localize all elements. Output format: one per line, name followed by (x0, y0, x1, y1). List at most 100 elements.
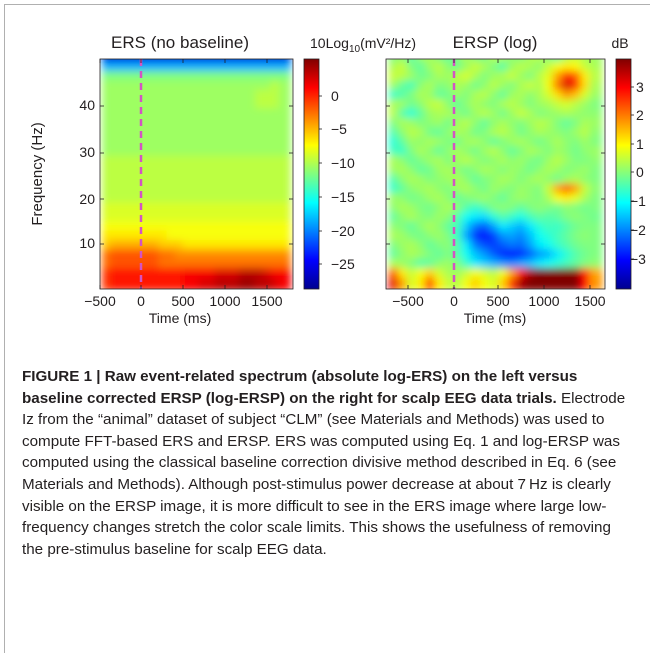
heatmap-cell (254, 258, 267, 273)
panel-a-ticks (99, 59, 293, 289)
panel-a-colorbar-tick: 0 (331, 88, 339, 104)
panel-a-xtick: 1500 (251, 293, 282, 309)
heatmap-cell (254, 127, 267, 141)
heatmap-cell (254, 80, 267, 94)
heatmap-cell (254, 165, 267, 179)
figure-caption: FIGURE 1 | Raw event-related spectrum (a… (22, 366, 634, 560)
heatmap-cell (246, 249, 259, 263)
panel-a-colorbar-tick: −25 (331, 256, 355, 272)
panel-b-xtick: 500 (486, 293, 510, 309)
panel-a-colorbar-tick: −5 (331, 121, 347, 137)
heatmap-cell (246, 155, 259, 169)
heatmap-cell (190, 277, 203, 289)
heatmap-cell (254, 71, 267, 85)
heatmap-cell (470, 277, 484, 289)
heatmap-cell (254, 221, 267, 235)
panel-a-colorbar-tick: −10 (331, 155, 355, 171)
heatmap-cell (246, 174, 259, 188)
heatmap-cell (498, 277, 512, 289)
heatmap-cell (150, 277, 163, 289)
panel-a-ytick: 40 (79, 97, 95, 113)
heatmap-cell (102, 277, 114, 289)
heatmap-cell (388, 277, 402, 289)
panel-b-colorbar-unit: dB (611, 35, 628, 51)
heatmap-cell (254, 89, 267, 104)
panel-b-colorbar-tick: 1 (636, 136, 644, 152)
heatmap-cell (543, 277, 557, 289)
panel-a-xtick: 1000 (209, 293, 240, 309)
heatmap-cell (580, 277, 594, 289)
panel-a-colorbar-tick: −15 (331, 189, 355, 205)
heatmap-cell (254, 240, 267, 254)
panel-a-xtick: 500 (171, 293, 195, 309)
heatmap-cell (142, 277, 155, 289)
heatmap-cell (397, 277, 411, 289)
caption-body: Electrode Iz from the “animal” dataset o… (22, 389, 626, 558)
heatmap-cell (198, 277, 211, 289)
heatmap-cell (126, 277, 139, 289)
heatmap-cell (443, 277, 457, 289)
panel-b-colorbar (615, 58, 632, 290)
heatmap-cell (246, 80, 259, 94)
heatmap-cell (278, 277, 291, 289)
heatmap-cell (254, 211, 267, 226)
panel-b-colorbar-tick: −2 (630, 222, 646, 238)
panel-a-xlabel: Time (ms) (149, 310, 211, 326)
heatmap-cell (222, 277, 235, 289)
heatmap-cell (415, 277, 429, 289)
panel-b-title: ERSP (log) (453, 33, 538, 52)
panel-a-ytick: 10 (79, 235, 95, 251)
heatmap-cell (571, 277, 585, 289)
heatmap-cell (134, 277, 147, 289)
heatmap-cell (166, 277, 179, 289)
heatmap-cell (246, 99, 259, 113)
heatmap-cell (246, 146, 259, 160)
panel-a-heatmap (102, 59, 291, 289)
heatmap-cell (552, 277, 566, 289)
panel-b-colorbar-tick: 2 (636, 107, 644, 123)
heatmap-cell (182, 277, 195, 289)
heatmap-cell (110, 277, 123, 289)
heatmap-cell (461, 277, 475, 289)
heatmap-cell (230, 277, 243, 289)
heatmap-cell (452, 277, 466, 289)
heatmap-cell (488, 277, 502, 289)
heatmap-cell (246, 193, 259, 207)
panel-a-xtick: −500 (84, 293, 116, 309)
heatmap-cell (479, 277, 493, 289)
heatmap-cell (254, 108, 267, 122)
heatmap-cell (262, 277, 275, 289)
heatmap-cell (254, 99, 267, 113)
figure-frame (4, 4, 650, 653)
heatmap-cell (246, 71, 259, 85)
heatmap-cell (561, 277, 575, 289)
heatmap-cell (270, 277, 283, 289)
heatmap-cell (158, 277, 171, 289)
heatmap-cell (254, 136, 267, 151)
heatmap-cell (246, 268, 259, 282)
heatmap-cell (238, 277, 251, 289)
panel-b-colorbar-tick: 3 (636, 79, 644, 95)
panel-a-ytick: 20 (79, 191, 95, 207)
heatmap-cell (254, 155, 267, 169)
heatmap-cell (507, 277, 521, 289)
heatmap-cell (246, 183, 259, 198)
panel-b-xlabel: Time (ms) (464, 310, 526, 326)
heatmap-cell (254, 174, 267, 188)
heatmap-cell (174, 277, 187, 289)
heatmap-cell (246, 61, 259, 76)
panel-a-colorbar-tick: −20 (331, 223, 355, 239)
heatmap-cell (246, 89, 259, 104)
panel-a-colorbar-ticks (319, 95, 322, 265)
heatmap-cell (525, 277, 539, 289)
heatmap-cell (246, 127, 259, 141)
heatmap-cell (589, 277, 603, 289)
heatmap-cell (246, 258, 259, 273)
heatmap-cell (406, 277, 420, 289)
panel-a-colorbar-unit: 10Log10(mV²/Hz) (310, 35, 416, 55)
heatmap-cell (254, 193, 267, 207)
heatmap-cell (254, 146, 267, 160)
panel-a-ytick: 30 (79, 144, 95, 160)
heatmap-cell (246, 108, 259, 122)
heatmap-cell (246, 136, 259, 151)
